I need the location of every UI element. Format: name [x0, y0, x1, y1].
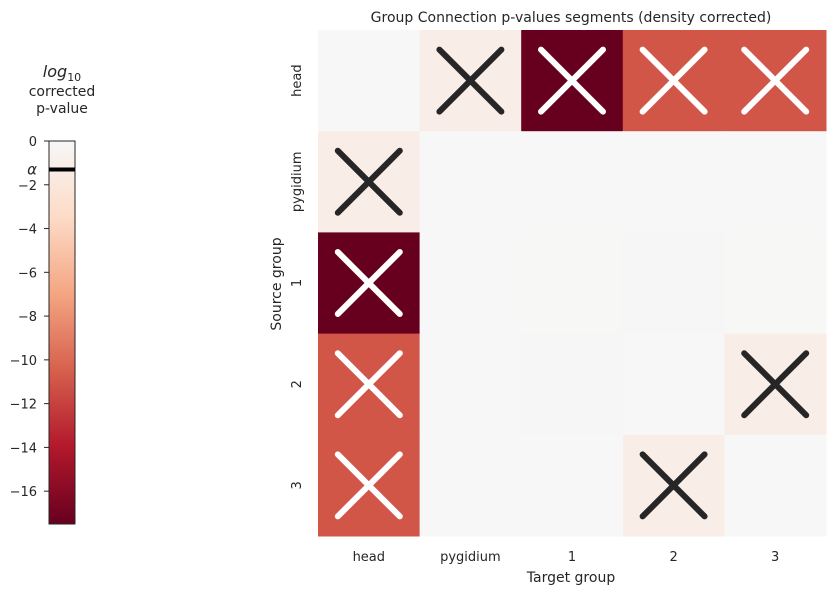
heatmap-cell — [419, 232, 522, 335]
y-tick-labels: head pygidium 1 2 3 — [290, 64, 305, 489]
heatmap-cell — [622, 131, 725, 233]
heatmap-cells — [318, 30, 827, 537]
chart-title: Group Connection p-values segments (dens… — [371, 10, 772, 26]
x-axis-label: Target group — [526, 570, 616, 586]
significance-markers — [334, 46, 810, 520]
significance-cross — [436, 46, 505, 115]
significance-cross — [334, 249, 403, 317]
colorbar-label-corrected: corrected — [29, 84, 96, 100]
colorbar-label-pvalue: p-value — [36, 101, 88, 117]
y-axis-label: Source group — [269, 237, 285, 330]
significance-cross — [334, 147, 403, 216]
heatmap-cell — [622, 232, 725, 335]
heatmap-cell — [724, 434, 827, 537]
colorbar-label-log: log10 — [43, 62, 81, 84]
heatmap-cell — [419, 434, 522, 537]
colorbar-tick-label: −4 — [18, 223, 37, 238]
heatmap-cell — [521, 333, 624, 436]
heatmap-cell — [521, 232, 624, 335]
colorbar-label-log-main: log — [43, 62, 67, 81]
colorbar-tick-label: −2 — [18, 179, 37, 194]
y-tick-label: pygidium — [290, 152, 305, 213]
x-tick-label: head — [353, 550, 385, 565]
heatmap-cell — [724, 131, 827, 233]
x-tick-label: pygidium — [440, 550, 501, 565]
colorbar-label-log-sub: 10 — [67, 71, 81, 84]
x-tick-label: 1 — [568, 550, 576, 565]
heatmap-cell — [521, 131, 624, 233]
colorbar — [48, 140, 76, 525]
significance-cross — [639, 451, 708, 520]
colorbar-tick-label: −12 — [10, 398, 37, 413]
colorbar-tick-label: −6 — [18, 266, 37, 281]
significance-cross — [741, 350, 810, 419]
heatmap-cell — [419, 333, 522, 436]
x-tick-labels: head pygidium 1 2 3 — [353, 550, 780, 565]
x-tick-label: 3 — [771, 550, 779, 565]
significance-cross — [334, 350, 403, 419]
significance-cross — [639, 46, 708, 115]
y-tick-label: 1 — [290, 279, 305, 287]
significance-cross — [334, 451, 403, 520]
colorbar-tick-label: −14 — [10, 441, 37, 456]
heatmap-cell — [724, 232, 827, 335]
heatmap-cell — [521, 434, 624, 537]
alpha-label: α — [27, 160, 37, 178]
heatmap-cell — [318, 30, 421, 132]
colorbar-tick-label: −16 — [10, 485, 37, 500]
y-tick-label: 2 — [290, 380, 305, 388]
colorbar-tick-label: −8 — [18, 310, 37, 325]
y-tick-label: head — [290, 64, 305, 96]
significance-cross — [741, 46, 810, 115]
x-tick-label: 2 — [669, 550, 677, 565]
colorbar-tick-label: 0 — [29, 135, 37, 150]
colorbar-alpha-marker: α — [27, 160, 75, 178]
colorbar-ticks: 0 −2 −4 −6 −8 −10 −12 −14 −16 — [10, 135, 49, 500]
significance-cross — [538, 46, 606, 115]
heatmap-cell — [419, 131, 522, 233]
y-tick-label: 3 — [290, 481, 305, 489]
colorbar-tick-label: −10 — [10, 354, 37, 369]
heatmap-cell — [622, 333, 725, 436]
